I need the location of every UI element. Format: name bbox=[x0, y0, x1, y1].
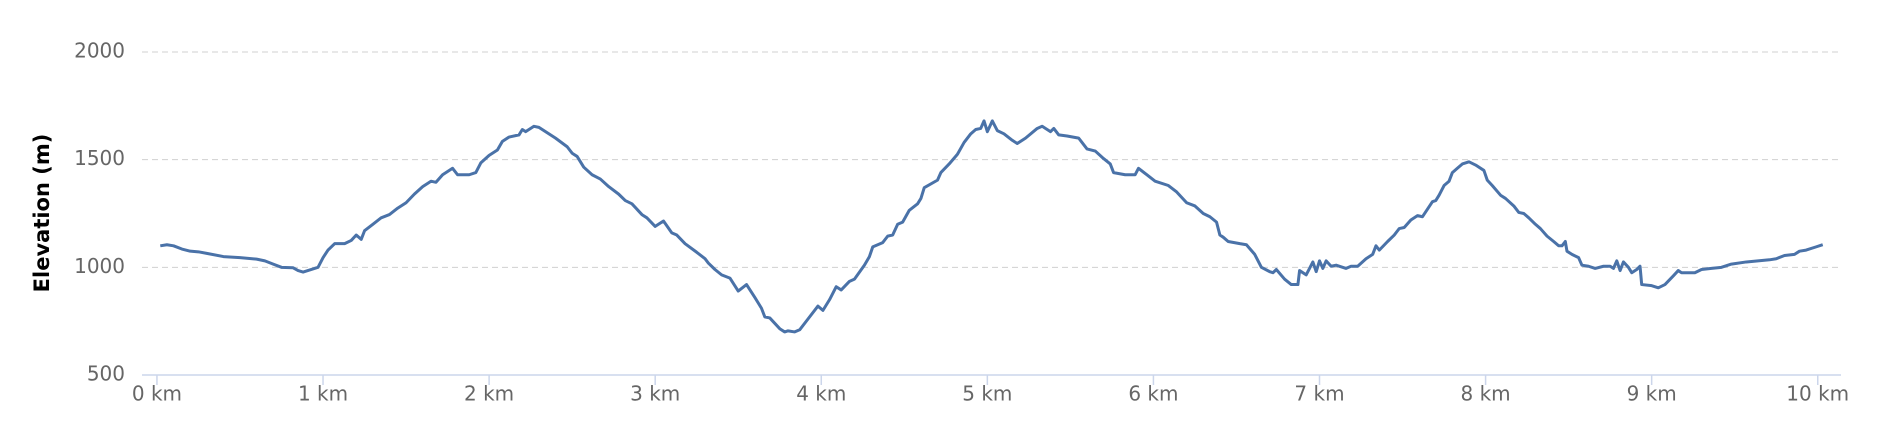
x-tick-label: 9 km bbox=[1627, 382, 1677, 406]
x-tick-label: 6 km bbox=[1128, 382, 1178, 406]
elevation-line bbox=[160, 119, 1824, 334]
x-tick-label: 5 km bbox=[962, 382, 1012, 406]
x-tick-label: 10 km bbox=[1786, 382, 1849, 406]
x-tick-label: 2 km bbox=[464, 382, 514, 406]
y-tick-label: 1000 bbox=[74, 254, 125, 278]
y-tick-label: 2000 bbox=[74, 39, 125, 63]
x-tick-label: 7 km bbox=[1294, 382, 1344, 406]
x-tick-label: 8 km bbox=[1461, 382, 1511, 406]
x-tick-label: 0 km bbox=[132, 382, 182, 406]
y-axis-title: Elevation (m) bbox=[30, 134, 54, 293]
x-tick-label: 3 km bbox=[630, 382, 680, 406]
x-tick-label: 1 km bbox=[298, 382, 348, 406]
x-tick-label: 4 km bbox=[796, 382, 846, 406]
y-tick-label: 500 bbox=[87, 362, 125, 386]
y-tick-label: 1500 bbox=[74, 146, 125, 170]
